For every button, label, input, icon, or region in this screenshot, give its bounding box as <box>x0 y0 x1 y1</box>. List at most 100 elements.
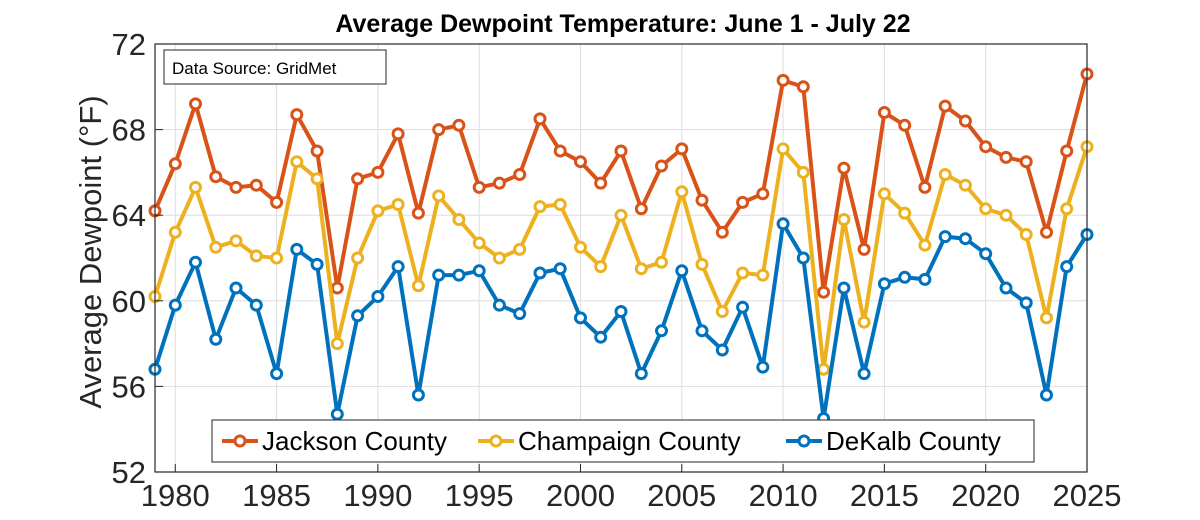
data-point-jackson <box>756 187 770 201</box>
data-point-champaign <box>189 180 202 194</box>
data-point-dekalb <box>594 330 608 344</box>
x-tick-label: 2020 <box>951 478 1020 513</box>
data-point-dekalb <box>553 262 567 276</box>
data-point-jackson <box>229 180 243 194</box>
data-point-jackson <box>1019 155 1033 169</box>
data-point-jackson <box>938 99 952 113</box>
data-point-champaign <box>1060 202 1074 216</box>
data-point-dekalb <box>715 343 729 357</box>
axis-ticks: 1980 1985 1990 1995 2000 2005 2010 2015 2020 2025… <box>112 27 1122 513</box>
data-point-champaign <box>938 168 952 181</box>
data-point-dekalb <box>371 290 385 303</box>
y-tick-label: 72 <box>112 27 146 62</box>
series-champaign <box>148 140 1094 376</box>
data-point-jackson <box>533 112 547 126</box>
data-point-dekalb <box>857 367 871 381</box>
data-point-dekalb <box>249 298 263 312</box>
x-tick-label: 1995 <box>445 478 514 513</box>
data-point-jackson <box>655 159 668 173</box>
y-tick-label: 56 <box>112 369 146 404</box>
data-source-box: Data Source: GridMet <box>163 49 387 85</box>
data-point-jackson <box>857 242 871 256</box>
data-point-dekalb <box>756 360 770 374</box>
data-point-champaign <box>958 178 972 192</box>
x-tick-label: 2015 <box>850 478 919 513</box>
data-point-dekalb <box>736 300 750 314</box>
data-point-jackson <box>1060 144 1074 158</box>
data-point-dekalb <box>168 298 182 312</box>
data-point-champaign <box>553 198 567 211</box>
data-point-jackson <box>877 106 891 119</box>
legend-item-dekalb: DeKalb County <box>786 426 1001 456</box>
data-source-text: Data Source: GridMet <box>172 59 337 78</box>
data-point-champaign <box>898 206 912 220</box>
data-point-dekalb <box>513 307 527 321</box>
legend-label-champaign: Champaign County <box>518 426 741 456</box>
data-point-jackson <box>249 178 263 192</box>
data-point-dekalb <box>351 309 365 323</box>
data-point-champaign <box>513 242 527 256</box>
data-point-dekalb <box>229 281 243 295</box>
data-point-jackson <box>675 142 689 156</box>
data-point-champaign <box>351 251 365 265</box>
data-point-jackson <box>898 118 912 132</box>
data-point-dekalb <box>958 232 972 246</box>
data-point-jackson <box>614 144 628 158</box>
data-point-dekalb <box>837 281 851 295</box>
data-point-jackson <box>796 80 810 94</box>
legend-marker-champaign <box>489 434 503 448</box>
data-point-champaign <box>249 249 263 263</box>
data-point-jackson <box>189 97 202 111</box>
series-jackson <box>148 67 1094 299</box>
data-point-jackson <box>918 180 932 194</box>
data-point-jackson <box>817 285 831 299</box>
data-point-champaign <box>574 240 587 254</box>
data-point-dekalb <box>1060 260 1074 274</box>
data-point-jackson <box>695 193 709 207</box>
series-dekalb <box>148 217 1094 425</box>
data-point-jackson <box>837 161 851 175</box>
data-point-dekalb <box>290 242 304 256</box>
legend-marker-dekalb <box>797 434 811 448</box>
data-point-jackson <box>290 108 304 122</box>
data-point-champaign <box>411 279 425 293</box>
data-point-champaign <box>999 208 1013 222</box>
data-point-champaign <box>492 251 506 265</box>
data-point-dekalb <box>411 388 425 402</box>
data-point-champaign <box>310 172 324 186</box>
y-tick-label: 60 <box>112 284 146 319</box>
data-point-dekalb <box>472 264 486 278</box>
data-point-dekalb <box>270 367 284 381</box>
data-point-jackson <box>432 123 446 137</box>
data-point-champaign <box>918 238 932 252</box>
data-point-champaign <box>796 165 810 179</box>
data-point-dekalb <box>999 281 1013 295</box>
y-tick-label: 52 <box>112 455 146 490</box>
data-point-dekalb <box>655 324 668 338</box>
data-point-jackson <box>168 157 182 171</box>
data-point-champaign <box>675 185 689 199</box>
data-point-jackson <box>513 168 527 181</box>
data-point-jackson <box>270 195 284 209</box>
data-point-champaign <box>533 200 547 214</box>
data-point-dekalb <box>695 324 709 338</box>
data-point-champaign <box>452 213 466 226</box>
data-point-dekalb <box>492 298 506 312</box>
data-source-frame <box>163 49 387 85</box>
data-point-dekalb <box>310 257 324 271</box>
data-point-champaign <box>877 187 891 201</box>
data-point-jackson <box>209 170 223 184</box>
data-point-jackson <box>958 114 972 128</box>
data-point-champaign <box>695 257 709 271</box>
data-point-champaign <box>979 202 993 216</box>
data-point-champaign <box>736 266 750 280</box>
data-point-jackson <box>715 225 729 239</box>
data-point-champaign <box>270 251 284 265</box>
data-point-jackson <box>371 165 385 179</box>
x-tick-label: 2025 <box>1053 478 1122 513</box>
data-point-jackson <box>492 176 506 190</box>
data-point-champaign <box>1019 228 1033 241</box>
data-point-champaign <box>594 260 608 274</box>
data-point-dekalb <box>432 268 446 282</box>
data-point-dekalb <box>452 268 466 282</box>
